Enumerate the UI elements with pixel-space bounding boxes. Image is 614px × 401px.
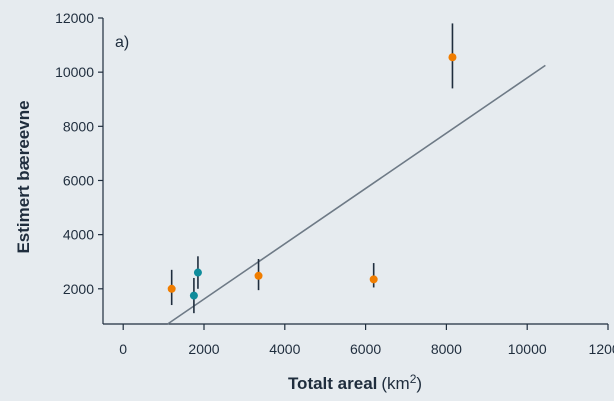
x-tick-label: 10000 [508,341,547,357]
x-axis-unit-superscript: 2 [410,372,417,386]
x-tick-label: 4000 [269,341,300,357]
y-tick-label: 12000 [55,10,94,26]
data-point [193,268,202,277]
y-tick-label: 2000 [63,281,94,297]
y-tick-label: 10000 [55,64,94,80]
data-point [167,284,176,293]
data-point [254,271,263,280]
y-axis-title: Estimert bæreevne [14,100,33,253]
x-axis-unit: (km [381,374,409,393]
y-tick-label: 4000 [63,227,94,243]
x-axis-title: Totalt areal (km2) [288,372,422,393]
x-axis-unit-close: ) [416,374,422,393]
data-point [189,291,198,300]
data-point [369,275,378,284]
axes: 2000 4000 6000 8000 10000 12000 0 2000 4000 6000 8… [55,10,614,357]
x-tick-label: 6000 [350,341,381,357]
data-points [167,23,457,314]
panel-label: a) [115,34,129,51]
x-tick-label: 12000 [589,341,614,357]
data-point [448,53,457,62]
trend-line [167,64,546,325]
x-axis-title-label: Totalt areal [288,374,377,393]
x-tick-label: 0 [119,341,127,357]
y-tick-label: 8000 [63,118,94,134]
trend-line-group [167,64,546,325]
x-tick-label: 2000 [188,341,219,357]
y-tick-label: 6000 [63,172,94,188]
x-tick-label: 8000 [431,341,462,357]
